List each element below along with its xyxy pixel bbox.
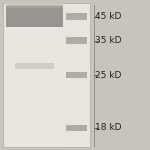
Bar — [66, 72, 87, 78]
Bar — [66, 37, 87, 44]
Text: 25 kD: 25 kD — [95, 70, 122, 80]
Bar — [66, 124, 87, 130]
Bar — [6, 3, 63, 147]
Bar — [6, 6, 63, 27]
Bar — [3, 3, 90, 147]
Text: 18 kD: 18 kD — [95, 123, 122, 132]
Bar — [15, 63, 54, 69]
Bar — [66, 13, 87, 20]
Bar — [6, 5, 63, 8]
FancyBboxPatch shape — [6, 3, 63, 8]
Text: 45 kD: 45 kD — [95, 12, 122, 21]
Text: 35 kD: 35 kD — [95, 36, 122, 45]
